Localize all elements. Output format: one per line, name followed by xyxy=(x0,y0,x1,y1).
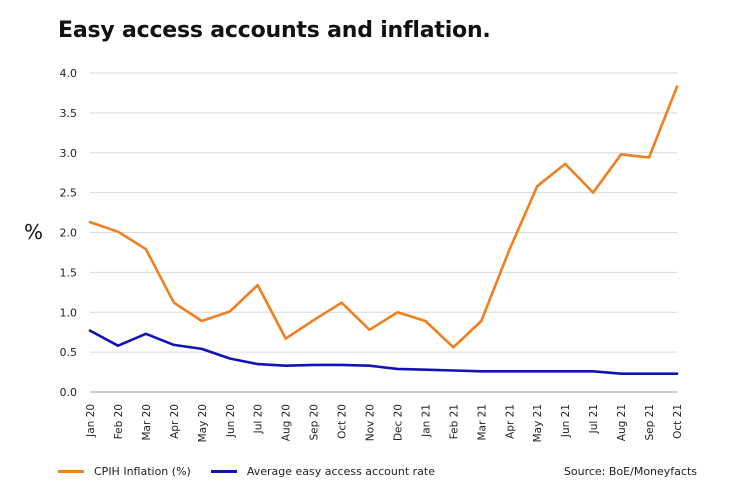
x-tick-label: Jul 20 xyxy=(253,404,265,434)
x-tick-label: May 21 xyxy=(532,404,544,442)
chart-title: Easy access accounts and inflation. xyxy=(58,18,491,43)
y-tick-label: 0.0 xyxy=(60,386,78,399)
x-tick-label: Jul 21 xyxy=(588,404,600,434)
legend-swatch-cpih xyxy=(58,470,84,473)
x-tick-label: Jun 20 xyxy=(225,404,237,438)
y-tick-label: 2.0 xyxy=(60,227,78,240)
x-tick-label: Oct 21 xyxy=(672,404,684,439)
x-tick-label: Oct 20 xyxy=(337,404,349,439)
x-tick-label: Aug 20 xyxy=(281,404,293,441)
series-line-cpih xyxy=(88,85,679,349)
y-tick-label: 3.0 xyxy=(60,147,78,160)
y-tick-label: 3.5 xyxy=(60,107,78,120)
x-tick-label: Jun 21 xyxy=(560,404,572,438)
x-tick-label: Feb 20 xyxy=(113,404,125,439)
x-tick-label: Apr 21 xyxy=(504,404,516,439)
legend-label-cpih: CPIH Inflation (%) xyxy=(94,465,191,478)
line-chart: 0.0 0.5 1.0 1.5 2.0 2.5 3.0 3.5 4.0 Jan 20 Feb 20 M… xyxy=(60,67,685,442)
x-tick-label: May 20 xyxy=(197,404,209,442)
y-tick-label: 1.5 xyxy=(60,266,78,279)
x-tick-label: Feb 21 xyxy=(448,404,460,439)
legend-item-easy-access: Average easy access account rate xyxy=(210,465,435,478)
x-tick-label: Aug 21 xyxy=(616,404,628,441)
x-tick-label: Mar 21 xyxy=(476,404,488,441)
x-tick-label: Sep 20 xyxy=(309,404,321,441)
y-axis-label: % xyxy=(24,220,44,244)
x-tick-label: Apr 20 xyxy=(169,404,181,439)
legend-swatch-easy-access xyxy=(210,470,237,473)
source-note: Source: BoE/Moneyfacts xyxy=(563,465,697,478)
legend-label-easy-access: Average easy access account rate xyxy=(246,465,435,478)
x-tick-label: Mar 20 xyxy=(141,404,153,441)
y-tick-label: 0.5 xyxy=(60,346,78,359)
x-tick-label: Sep 21 xyxy=(644,404,656,441)
chart-legend: CPIH Inflation (%) Average easy access a… xyxy=(58,465,455,478)
legend-item-cpih: CPIH Inflation (%) xyxy=(58,465,191,478)
x-tick-label: Nov 20 xyxy=(365,404,377,441)
series-line-easy-access xyxy=(88,329,679,376)
x-tick-label: Jan 21 xyxy=(420,404,432,438)
y-tick-label: 2.5 xyxy=(60,187,78,200)
y-tick-label: 4.0 xyxy=(60,67,78,80)
x-tick-label: Jan 20 xyxy=(85,404,97,438)
x-tick-label: Dec 20 xyxy=(392,404,404,441)
y-tick-label: 1.0 xyxy=(60,306,78,319)
